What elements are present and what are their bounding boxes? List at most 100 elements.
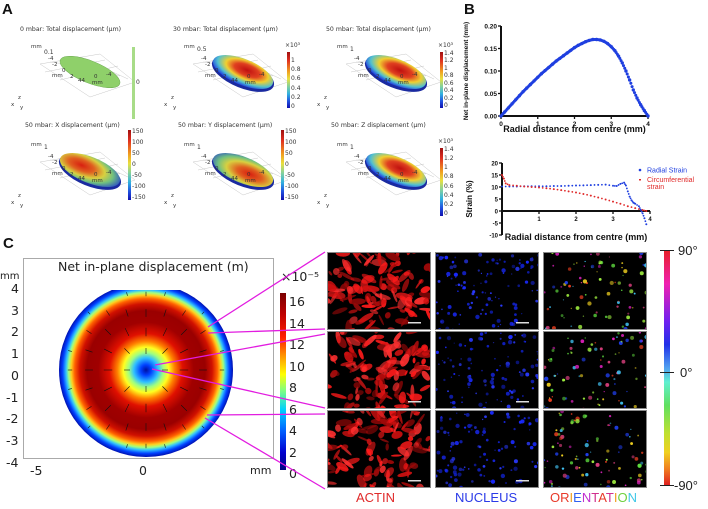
- data-point: [556, 188, 559, 191]
- contour-plot-frame: [23, 258, 274, 459]
- data-point: [575, 191, 577, 194]
- data-point: [619, 182, 622, 185]
- colorbar: [440, 148, 443, 216]
- displacement-arrow: [220, 350, 224, 352]
- displacement-contour-disc: [59, 290, 233, 457]
- displacement-arrow: [126, 292, 128, 296]
- surface-3d: [192, 151, 289, 196]
- axis-triad-x: x: [11, 200, 15, 206]
- colorbar-tick-label: 0.6: [291, 75, 301, 83]
- orientation-label-letter: I: [613, 490, 618, 505]
- data-point: [560, 185, 563, 188]
- data-point: [593, 184, 596, 186]
- colorbar-tick-label: 1.2: [444, 57, 454, 65]
- colorbar-multiplier: ×10³: [438, 138, 454, 145]
- displacement-arrow: [85, 387, 93, 391]
- displacement-surface: [365, 55, 427, 89]
- z-axis-top-tick: 1: [350, 144, 354, 151]
- data-point: [578, 184, 581, 187]
- scale-bar: [516, 322, 529, 324]
- data-point: [506, 183, 509, 186]
- axis-triad-y: y: [20, 105, 24, 111]
- data-point: [501, 185, 503, 188]
- colorbar-tick-label: 1: [291, 57, 295, 64]
- data-point: [612, 200, 614, 203]
- data-point: [589, 184, 592, 187]
- displacement-arrow: [86, 330, 92, 334]
- contour-y-tick-label: -1: [6, 389, 19, 405]
- zoom-line: [154, 333, 326, 366]
- x-tick-label: 3: [609, 121, 613, 128]
- axis-tick: -4: [201, 56, 207, 62]
- data-point: [623, 181, 626, 184]
- colorbar-tick-label: 50: [132, 150, 140, 157]
- displacement-arrow: [104, 404, 112, 412]
- axis-tick: 44: [384, 176, 391, 182]
- displacement-arrow: [162, 386, 168, 392]
- data-point: [552, 188, 555, 191]
- displacement-arrow: [162, 348, 168, 354]
- displacement-arrow: [104, 328, 112, 336]
- legend-label: strain: [647, 184, 664, 191]
- data-point: [512, 184, 514, 187]
- panel-b-label: B: [464, 1, 475, 18]
- y-tick-label: 15: [491, 174, 498, 180]
- x-axis-label: Radial distance from centre (mm): [505, 232, 648, 242]
- colorbar-tick-label: 150: [132, 128, 144, 135]
- data-point: [541, 185, 544, 188]
- displacement-arrow: [199, 387, 207, 391]
- colorbar-tick-label: 1.4: [444, 50, 454, 57]
- x-tick-label: 1: [537, 217, 541, 223]
- displacement-arrow: [180, 328, 188, 336]
- displacement-surface: [59, 153, 121, 187]
- axis-tick: 2: [223, 74, 227, 80]
- displacement-arrow: [180, 404, 188, 412]
- axis-tick: 2: [376, 172, 380, 178]
- orientation-image-row-2: [543, 331, 647, 409]
- data-point: [613, 185, 616, 187]
- contour-colorbar-tick-label: 4: [289, 423, 297, 438]
- data-point: [549, 187, 551, 190]
- axis-tick: -4: [259, 72, 265, 78]
- displacement-arrow: [106, 424, 110, 430]
- y-tick-label: 0.10: [484, 69, 497, 76]
- axis-tick: -4: [48, 56, 54, 62]
- axis-unit-mm: mm: [245, 80, 256, 86]
- data-point: [541, 186, 544, 189]
- axis-tick: 2: [70, 172, 74, 178]
- displacement-arrow: [200, 330, 206, 334]
- data-point: [608, 199, 611, 202]
- data-point: [638, 208, 640, 210]
- orientation-label-letter: N: [581, 490, 592, 505]
- data-point: [629, 197, 632, 200]
- axis-tick: 0: [368, 68, 372, 74]
- x-tick-label: 4: [648, 217, 652, 223]
- data-point: [545, 187, 548, 190]
- z-axis-top-tick: 0.5: [197, 46, 207, 53]
- surface-3d: [192, 53, 289, 98]
- panel-c-label: C: [3, 235, 14, 252]
- data-point: [645, 223, 648, 226]
- contour-y-tick-label: -3: [6, 432, 19, 448]
- data-point: [578, 192, 581, 195]
- axis-tick: 0: [247, 74, 251, 80]
- surface-3d: [39, 53, 136, 98]
- orientation-label-90: 90°: [678, 243, 698, 258]
- colorbar-multiplier: ×10³: [438, 42, 454, 49]
- scale-bar: [516, 401, 529, 403]
- orientation-colorbar: [664, 251, 670, 485]
- axis-tick: 0: [215, 68, 219, 74]
- contour-y-tick-label: -2: [6, 411, 19, 427]
- displacement-surface: [59, 56, 121, 88]
- data-point: [582, 184, 585, 187]
- data-point: [630, 206, 633, 209]
- displacement-arrow: [104, 386, 112, 392]
- data-point: [508, 185, 511, 188]
- data-point: [634, 202, 637, 205]
- x-axis-label: Radial distance from centre (mm): [503, 124, 646, 134]
- scale-bar: [516, 480, 529, 482]
- colorbar-tick-label: -150: [285, 194, 299, 201]
- data-point: [586, 184, 588, 187]
- displacement-arrow: [125, 309, 129, 317]
- orientation-label-letter: R: [560, 490, 570, 505]
